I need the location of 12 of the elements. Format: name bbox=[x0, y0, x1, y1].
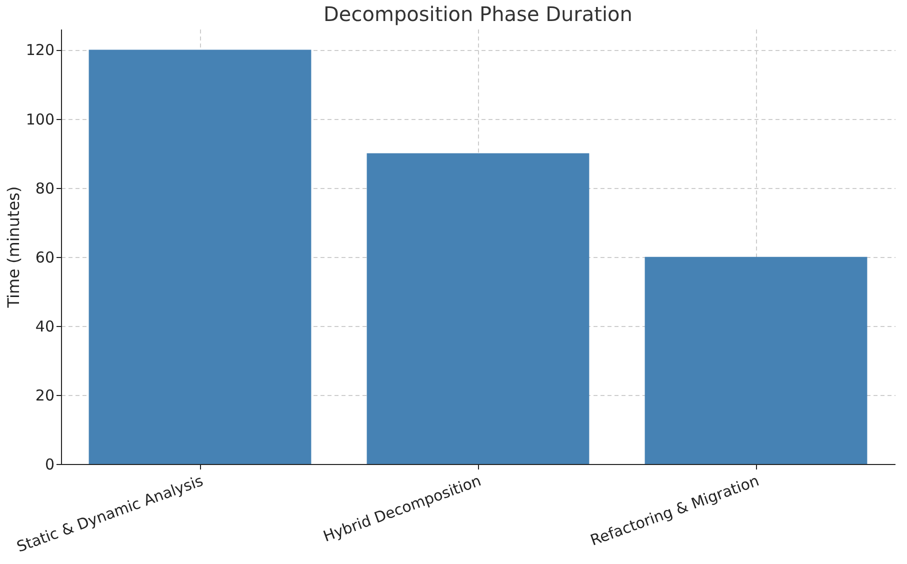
bar bbox=[366, 153, 590, 464]
bar bbox=[644, 256, 868, 464]
y-tick-label: 80 bbox=[35, 179, 54, 198]
y-tick-label: 0 bbox=[44, 456, 54, 474]
bar bbox=[88, 50, 312, 464]
y-axis-title: Time (minutes) bbox=[4, 186, 23, 309]
chart-title: Decomposition Phase Duration bbox=[324, 2, 632, 26]
y-tick-label: 120 bbox=[26, 41, 54, 60]
y-tick-label: 40 bbox=[35, 317, 54, 336]
y-tick-label: 100 bbox=[26, 110, 54, 128]
y-tick-label: 60 bbox=[35, 248, 54, 266]
y-tick-label: 20 bbox=[35, 386, 54, 404]
